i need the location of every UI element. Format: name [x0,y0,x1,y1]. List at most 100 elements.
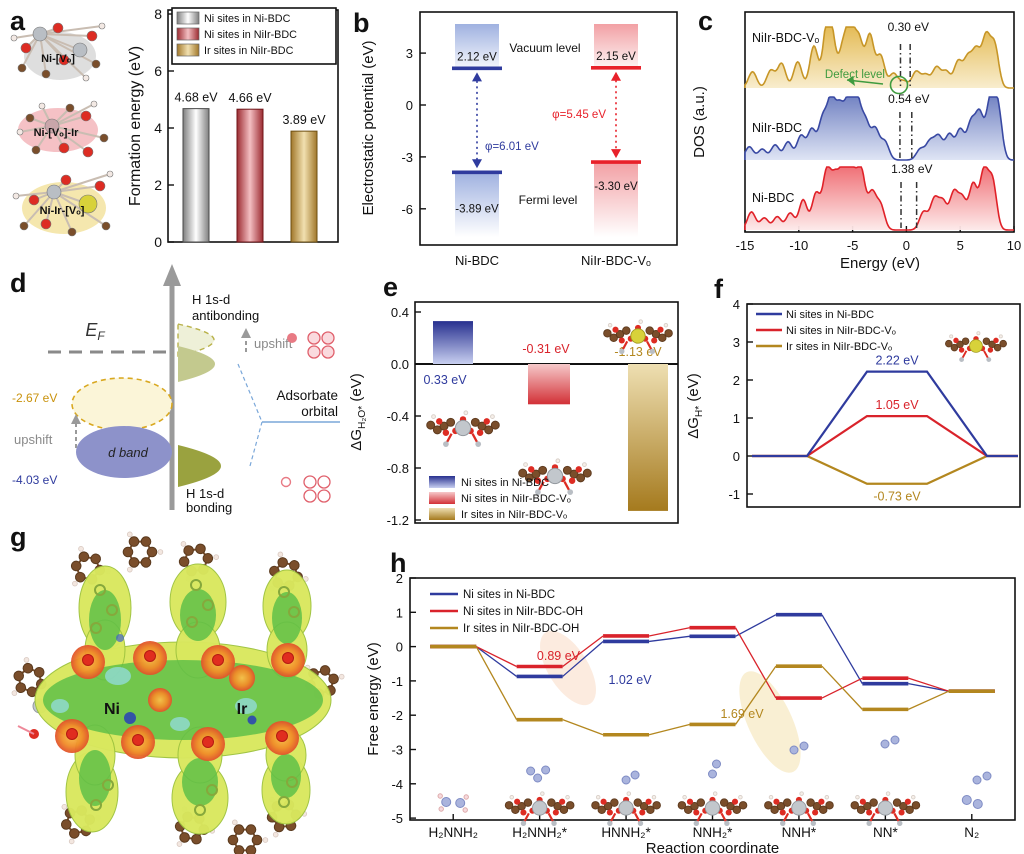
panel-c-letter: c [698,6,713,36]
atom [82,146,94,158]
x-category-label: NNH₂* [693,825,733,840]
carbon-atom [999,339,1007,348]
atom [82,74,90,82]
carbon-atom [289,560,300,571]
carbon-atom [68,828,80,839]
atom [46,184,62,200]
carbon-atom [639,801,649,811]
vacuum-level-label: Vacuum level [509,41,580,55]
atom [19,221,29,231]
molecule-cluster-silver [591,791,661,826]
atom [106,170,114,178]
panel-b-letter: b [353,8,370,38]
panel-c-figure: c DOS (a.u.) -15 -10 -5 0 5 10 Energy (eV) NiIr-B… [691,6,1021,272]
carbon-atom [603,801,613,811]
oxygen-atom [812,809,819,816]
embedded-carbon [190,579,202,591]
atom [28,194,40,206]
plateau-value: 1.05 eV [875,398,919,412]
carbon-atom [690,801,699,811]
oxygen-atom [904,798,911,805]
y-tick: -3 [391,743,403,758]
hybridization-line [249,421,263,467]
metal-atom [535,489,541,495]
nitrogen-atom [799,741,809,751]
metal-atom [986,357,992,362]
barrier-value: 1.69 eV [720,707,764,721]
carbon-atom [504,801,514,810]
d-band-center-shifted: -2.67 eV [12,391,57,405]
carbon-atom [899,801,908,811]
x-category-label: NNH* [782,825,817,840]
legend-swatch [429,492,455,504]
charge-depletion [116,634,124,642]
atom [98,22,106,30]
bonding-lobe [178,445,221,487]
hydrogen-atom [509,794,514,800]
carbon-atom [328,673,339,685]
carbon-atom [652,801,661,810]
defect-circle [889,75,909,95]
x-axis-title: Reaction coordinate [646,840,779,854]
orbital-lobe [303,489,317,503]
panel-e-figure: e 0.4 0.0 -0.4 -0.8 -1.2 ΔGH₂O* (eV) 0.33 eV -0.… [348,272,679,528]
y-tick: -4 [391,777,403,792]
carbon-atom [490,420,500,430]
embedded-carbon [106,604,118,616]
legend-swatch [176,11,200,25]
oxygen-atom [958,347,965,353]
d-band-center: -4.03 eV [12,473,57,487]
antibonding-label: antibonding [192,308,259,323]
hydrogen-atom [272,831,279,838]
y-tick: 0.4 [391,305,409,320]
carbon-atom [591,801,600,810]
panel-h-figure: h2 1 0 -1 -2 -3 -4 -5 Free energy (eV) H₂NNH₂ H₂NN… [365,548,1016,854]
carbon-atom [233,845,245,854]
fermi-value: -3.30 eV [594,181,638,193]
carbon-atom [22,662,34,674]
plot-box [419,11,678,246]
y-tick: 0 [733,449,740,464]
embedded-carbon [206,784,218,796]
hydrogen-atom [523,462,528,467]
oxygen-atom [773,798,780,805]
x-category-label: NN* [873,825,898,840]
y-axis-title: Formation energy (eV) [127,46,144,206]
y-tick: -3 [401,150,413,165]
plot-box [746,303,1021,508]
carbon-atom [726,801,735,811]
connector-blue [475,646,518,677]
oxygen-atom [645,798,652,805]
nitrogen-atom [621,775,631,785]
carbon-atom [658,333,667,343]
isosurface-green [79,750,111,806]
carbon-atom [511,805,520,815]
atom [60,174,72,186]
metal-atom [475,441,482,447]
oxygen-atom [725,809,732,816]
carbon-atom [524,473,534,483]
antibonding-shifted-lobe [177,323,215,357]
nitrogen-atom [526,766,536,776]
isosurface-cyan [51,699,69,713]
structure-label: Ni-[Vₒ] [41,53,75,65]
oxygen-atom [731,798,739,805]
connector-blue [821,614,863,684]
oxygen-atom [898,809,905,816]
barrier-glow [540,630,596,706]
hydrogen-atom [540,791,545,796]
legend-label: Ir sites in NiIr-BDC-Vₒ [786,341,892,353]
fermi-value: -3.89 eV [455,203,499,215]
x-category-label: N₂ [964,825,979,840]
oxygen-atom [514,798,521,805]
oxygen-atom [276,730,288,742]
carbon-atom [770,805,779,815]
legend-label: Ir sites in NiIr-BDC-OH [463,623,579,635]
carbon-atom [547,798,556,807]
carbon-atom [597,805,607,815]
nitrogen-species [880,735,900,749]
ir-site-label: Ir [237,701,248,718]
y-tick: 4 [733,297,740,312]
x-tick: 0 [903,238,910,253]
ef-label: EF [85,320,105,343]
